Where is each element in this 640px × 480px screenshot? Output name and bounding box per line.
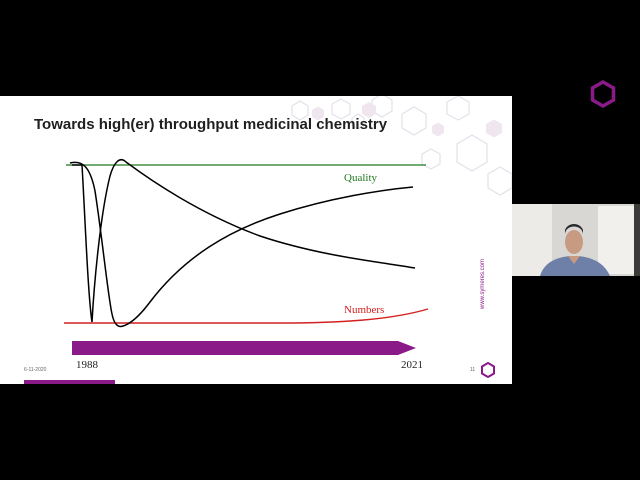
series-label-quality: Quality [344,172,377,184]
hexagon-pattern-decoration [291,96,512,196]
website-link: www.symeres.com [480,258,486,309]
timeline-arrow [72,341,416,355]
quality-decline-curve [69,161,414,328]
presenter-video-icon [512,204,640,276]
slide-title: Towards high(er) throughput medicinal ch… [34,116,388,133]
trend-chart: Quality Numbers 1988 2021 [64,158,429,371]
footer-accent-bar [24,380,115,384]
timeline-start-label: 1988 [76,359,99,371]
timeline-end-label: 2021 [401,359,423,371]
series-label-numbers: Numbers [344,304,384,316]
presentation-slide: Towards high(er) throughput medicinal ch… [0,96,512,384]
slide-date: 6-11-2020 [24,367,47,373]
hexagon-logo-icon [481,362,495,378]
numbers-rise-curve [72,158,416,323]
slide-number: 11 [470,367,476,373]
hexagon-logo-icon [590,80,616,108]
numbers-line [64,308,429,324]
